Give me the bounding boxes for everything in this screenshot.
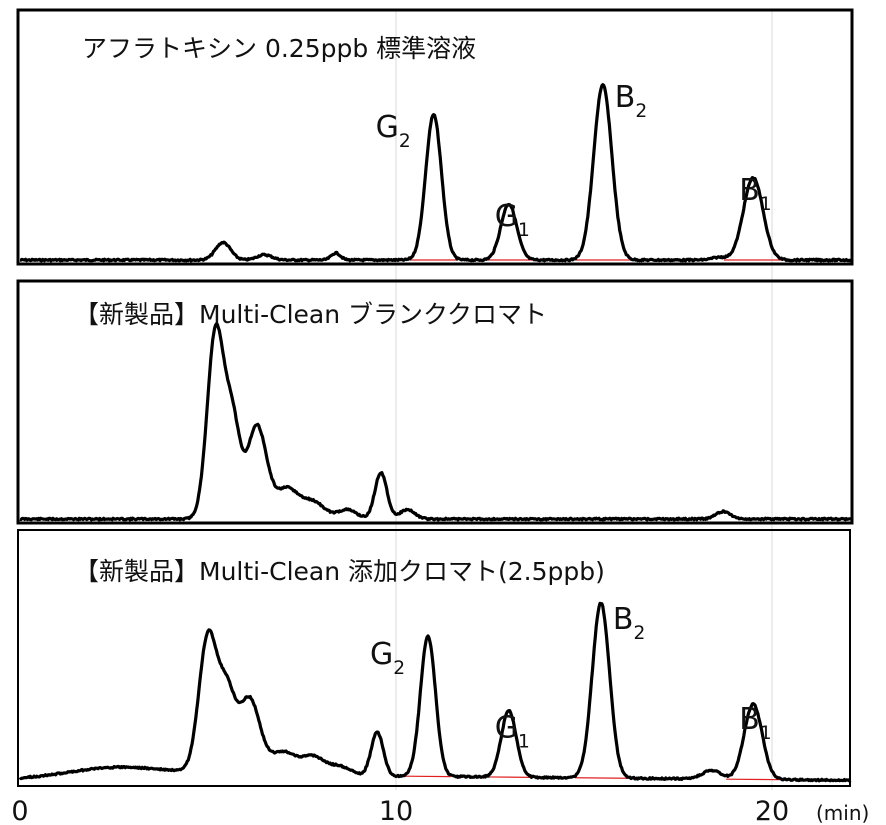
panel-1-peak-label-b2: B2 [615, 80, 647, 122]
grid-layer [395, 10, 773, 790]
panel-2-title: 【新製品】Multi-Clean ブランククロマト [74, 300, 547, 329]
panel-1-trace [19, 83, 853, 263]
panel-3-baseline-b1 [726, 778, 781, 781]
panel-2: 【新製品】Multi-Clean ブランククロマト [16, 279, 854, 525]
x-axis-unit: (min) [816, 801, 869, 825]
panel-3-peak-label-g1: G1 [495, 711, 530, 753]
panel-3-frame [17, 529, 851, 787]
x-tick-label-0: 0 [11, 796, 28, 825]
panel-1-peak-label-g1: G1 [495, 199, 530, 241]
panel-3-peak-label-b2: B2 [613, 602, 645, 644]
panel-1: アフラトキシン 0.25ppb 標準溶液 G2 G1 B2 B1 [16, 8, 854, 266]
panel-2-frame [16, 279, 854, 525]
panel-3-trace [18, 601, 852, 783]
panel-2-trace [19, 322, 852, 522]
panel-1-frame [16, 8, 854, 266]
panel-3-peak-label-b1: B1 [739, 702, 771, 744]
panel-3-baselines [405, 775, 781, 781]
panel-3-peak-label-g2: G2 [370, 637, 405, 679]
panel-1-peak-labels: G2 G1 B2 B1 [376, 80, 772, 241]
x-axis: 0 10 20 (min) [11, 796, 869, 825]
panel-1-peak-label-g2: G2 [376, 110, 411, 152]
panel-3: 【新製品】Multi-Clean 添加クロマト(2.5ppb) G2 G1 B2 B1 [17, 529, 852, 787]
panel-3-title: 【新製品】Multi-Clean 添加クロマト(2.5ppb) [74, 557, 605, 586]
x-tick-label-20: 20 [755, 796, 789, 825]
x-tick-label-10: 10 [379, 796, 413, 825]
panel-1-title: アフラトキシン 0.25ppb 標準溶液 [82, 34, 476, 63]
panel-3-peak-labels: G2 G1 B2 B1 [370, 602, 772, 753]
panel-1-peak-label-b1: B1 [739, 173, 771, 215]
